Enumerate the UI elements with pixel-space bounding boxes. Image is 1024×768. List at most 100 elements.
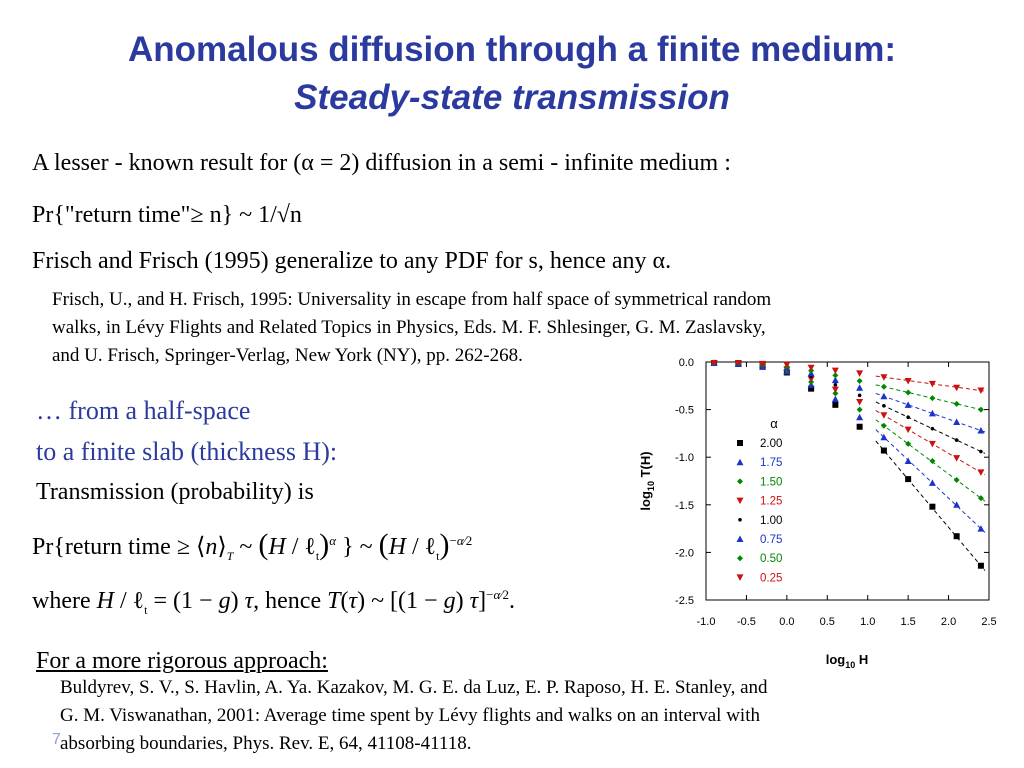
data-point <box>953 501 961 508</box>
data-point <box>880 433 888 441</box>
data-point <box>736 535 744 542</box>
chart-axis-labels: log10 H log10 T(H) <box>638 451 868 670</box>
x-axis-label: log10 H <box>826 652 869 670</box>
data-point <box>783 361 791 369</box>
data-point <box>833 383 838 387</box>
data-point <box>856 370 864 377</box>
data-point <box>736 574 744 581</box>
data-point <box>807 376 815 383</box>
legend-title: α <box>770 416 778 431</box>
y-tick-label: -2.0 <box>675 547 694 559</box>
lesser-known-line: A lesser - known result for (α = 2) diff… <box>32 150 731 176</box>
fit-line <box>875 392 986 433</box>
frisch-generalize-line: Frisch and Frisch (1995) generalize to a… <box>32 248 672 274</box>
data-point <box>857 393 862 398</box>
data-point <box>977 469 985 476</box>
data-point <box>710 359 718 367</box>
y-axis-label: log10 T(H) <box>638 451 656 510</box>
x-tick-label: -1.0 <box>697 616 716 628</box>
data-point <box>953 533 960 540</box>
y-tick-label: -0.5 <box>675 405 694 417</box>
y-tick-label: -1.5 <box>675 500 694 512</box>
data-point <box>832 401 839 408</box>
legend-entry: 1.25 <box>760 496 782 508</box>
half-space-line: … from a half-space <box>36 396 251 425</box>
legend-entry: 1.50 <box>760 476 782 488</box>
x-tick-label: 2.0 <box>941 616 956 628</box>
chart-axes <box>705 361 990 601</box>
data-point <box>928 380 936 388</box>
data-point <box>929 458 936 465</box>
data-point <box>831 376 839 384</box>
legend-entry: 2.00 <box>760 438 782 450</box>
ref1-line1: Frisch, U., and H. Frisch, 1995: Univers… <box>52 289 772 310</box>
data-point <box>905 476 912 483</box>
chart-marks <box>710 359 985 569</box>
data-point <box>807 364 815 372</box>
ref1-line2: walks, in Lévy Flights and Related Topic… <box>52 317 766 338</box>
legend-entry: 0.50 <box>760 553 782 565</box>
where-formula: where H / ℓt = (1 − g) τ, hence T(τ) ~ [… <box>32 587 516 617</box>
data-point <box>929 395 936 402</box>
x-tick-label: -0.5 <box>737 616 756 628</box>
chart-fit-lines <box>875 375 986 571</box>
data-point <box>880 392 888 400</box>
data-point <box>977 562 984 569</box>
data-point <box>977 525 985 532</box>
data-point <box>882 403 886 408</box>
data-point <box>880 447 887 454</box>
data-point <box>977 406 984 413</box>
data-point <box>856 384 864 391</box>
data-point <box>856 406 863 413</box>
legend-entry: 1.75 <box>760 457 782 469</box>
data-point <box>736 458 744 466</box>
data-point <box>977 495 984 502</box>
data-point <box>832 372 839 379</box>
x-tick-label: 2.5 <box>981 616 996 628</box>
data-point <box>977 387 985 395</box>
return-time-formula: Pr{return time ≥ ⟨n⟩T ~ (H / ℓt)α } ~ (H… <box>32 528 473 563</box>
data-point <box>929 503 936 510</box>
data-point <box>880 412 888 419</box>
x-tick-label: 0.0 <box>779 616 794 628</box>
ref1-line3: and U. Frisch, Springer-Verlag, New York… <box>52 345 523 366</box>
fit-line <box>875 419 986 502</box>
data-point <box>856 423 863 430</box>
ref2-line1: Buldyrev, S. V., S. Havlin, A. Ya. Kazak… <box>60 677 768 698</box>
data-point <box>928 479 936 486</box>
data-point <box>977 427 985 434</box>
data-point <box>953 477 960 484</box>
y-tick-label: -1.0 <box>675 452 694 464</box>
plot-frame <box>705 361 990 601</box>
slide-number: 7 <box>52 731 61 748</box>
ref2-line3: absorbing boundaries, Phys. Rev. E, 64, … <box>60 733 472 754</box>
data-point <box>831 386 839 394</box>
data-point <box>808 385 815 392</box>
data-point <box>832 390 839 397</box>
ref2-line2: G. M. Viswanathan, 2001: Average time sp… <box>60 705 760 726</box>
data-point <box>734 359 742 367</box>
data-point <box>930 426 935 431</box>
data-point <box>737 555 743 562</box>
data-point <box>954 438 959 442</box>
data-point <box>880 422 887 429</box>
data-point <box>928 409 936 417</box>
data-point <box>904 457 912 465</box>
legend-entry: 0.75 <box>760 534 782 546</box>
data-point <box>904 378 912 385</box>
data-point <box>880 383 887 390</box>
data-point <box>856 413 864 421</box>
legend-entry: 1.00 <box>760 515 782 527</box>
pr-formula-line: Pr{"return time"≥ n} ~ 1/√n <box>32 202 302 228</box>
data-point <box>759 360 767 368</box>
data-point <box>856 398 864 406</box>
x-tick-label: 1.0 <box>860 616 875 628</box>
fit-line <box>875 375 986 392</box>
chart-ticks: -1.0 -0.5 0.0 0.5 1.0 1.5 2.0 2.5 0.0 -0.5 -1.0 -1.… <box>675 357 997 628</box>
slide-title-line1: Anomalous diffusion through a finite med… <box>127 30 897 69</box>
y-tick-label: -2.5 <box>675 595 694 607</box>
data-point <box>953 455 961 462</box>
data-point <box>738 518 742 522</box>
transmission-line: Transmission (probability) is <box>36 479 314 505</box>
fit-line <box>875 401 986 454</box>
